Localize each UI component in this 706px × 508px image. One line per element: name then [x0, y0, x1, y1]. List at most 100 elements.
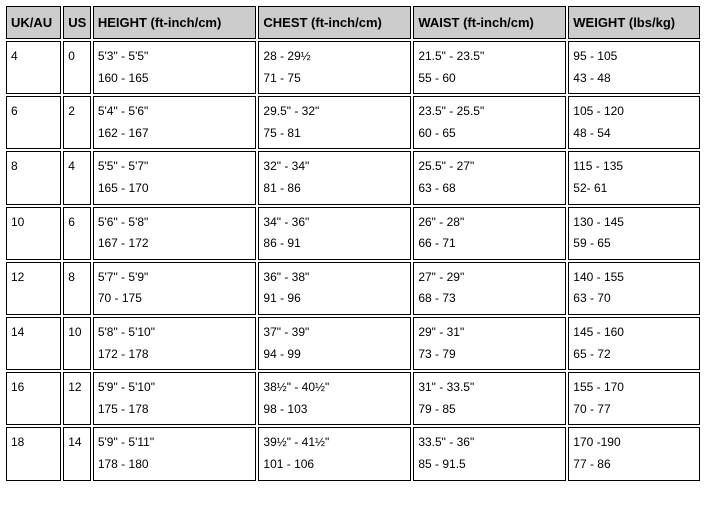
cell-chest: 34" - 36"86 - 91 — [258, 207, 411, 260]
cell-weight-line: 52- 61 — [573, 178, 695, 200]
cell-weight: 115 - 13552- 61 — [568, 151, 700, 204]
cell-weight: 145 - 16065 - 72 — [568, 317, 700, 370]
cell-waist-line: 25.5" - 27" — [418, 156, 561, 178]
cell-ukau: 16 — [6, 372, 61, 425]
cell-weight-line: 48 - 54 — [573, 123, 695, 145]
cell-height-line: 70 - 175 — [98, 288, 252, 310]
cell-chest: 39½" - 41½"101 - 106 — [258, 427, 411, 480]
cell-height-line: 165 - 170 — [98, 178, 252, 200]
cell-chest-line: 34" - 36" — [263, 212, 406, 234]
size-chart-table: UK/AU US HEIGHT (ft-inch/cm) CHEST (ft-i… — [4, 4, 702, 483]
cell-chest-line: 37" - 39" — [263, 322, 406, 344]
cell-ukau-line: 6 — [11, 101, 56, 123]
cell-ukau-line: 10 — [11, 212, 56, 234]
cell-weight-line: 140 - 155 — [573, 267, 695, 289]
cell-chest-line: 39½" - 41½" — [263, 432, 406, 454]
cell-waist-line: 68 - 73 — [418, 288, 561, 310]
cell-height-line: 167 - 172 — [98, 233, 252, 255]
cell-height-line: 162 - 167 — [98, 123, 252, 145]
cell-waist-line: 29" - 31" — [418, 322, 561, 344]
cell-weight-line: 63 - 70 — [573, 288, 695, 310]
cell-height: 5'9" - 5'11"178 - 180 — [93, 427, 257, 480]
cell-weight-line: 115 - 135 — [573, 156, 695, 178]
cell-ukau: 8 — [6, 151, 61, 204]
cell-ukau: 18 — [6, 427, 61, 480]
cell-us-line: 6 — [68, 212, 86, 234]
cell-chest-line: 29.5" - 32" — [263, 101, 406, 123]
cell-chest-line: 98 - 103 — [263, 399, 406, 421]
cell-height-line: 175 - 178 — [98, 399, 252, 421]
cell-waist: 29" - 31"73 - 79 — [413, 317, 566, 370]
table-row: 14 10 5'8" - 5'10"172 - 178 37" - 39"94 - 9… — [6, 317, 700, 370]
cell-weight-line: 155 - 170 — [573, 377, 695, 399]
cell-ukau: 12 — [6, 262, 61, 315]
cell-waist-line: 31" - 33.5" — [418, 377, 561, 399]
cell-ukau-line: 14 — [11, 322, 56, 344]
cell-height-line: 5'3" - 5'5" — [98, 46, 252, 68]
header-weight: WEIGHT (lbs/kg) — [568, 6, 700, 39]
header-height: HEIGHT (ft-inch/cm) — [93, 6, 257, 39]
table-row: 1065'6" - 5'8"167 - 17234" - 36"86 - 912… — [6, 207, 700, 260]
cell-waist-line: 85 - 91.5 — [418, 454, 561, 476]
header-waist: WAIST (ft-inch/cm) — [413, 6, 566, 39]
cell-us-line: 8 — [68, 267, 86, 289]
cell-waist: 27" - 29"68 - 73 — [413, 262, 566, 315]
cell-waist-line: 23.5" - 25.5" — [418, 101, 561, 123]
cell-us-line: 12 — [68, 377, 86, 399]
cell-us-line: 2 — [68, 101, 86, 123]
cell-chest-line: 75 - 81 — [263, 123, 406, 145]
cell-chest: 36" - 38"91 - 96 — [258, 262, 411, 315]
cell-waist-line: 21.5" - 23.5" — [418, 46, 561, 68]
cell-us: 14 — [63, 427, 91, 480]
cell-waist: 26" - 28"66 - 71 — [413, 207, 566, 260]
cell-ukau-line: 12 — [11, 267, 56, 289]
cell-waist-line: 79 - 85 — [418, 399, 561, 421]
cell-chest-line: 94 - 99 — [263, 344, 406, 366]
cell-weight-line: 95 - 105 — [573, 46, 695, 68]
cell-height-line: 178 - 180 — [98, 454, 252, 476]
cell-weight-line: 65 - 72 — [573, 344, 695, 366]
table-row: 845'5" - 5'7"165 - 17032" - 34"81 - 8625… — [6, 151, 700, 204]
cell-us-line: 4 — [68, 156, 86, 178]
cell-weight: 105 - 12048 - 54 — [568, 96, 700, 149]
cell-ukau: 4 — [6, 41, 61, 94]
cell-weight-line: 70 - 77 — [573, 399, 695, 421]
cell-weight: 140 - 15563 - 70 — [568, 262, 700, 315]
cell-waist: 31" - 33.5"79 - 85 — [413, 372, 566, 425]
cell-weight: 130 - 14559 - 65 — [568, 207, 700, 260]
cell-height-line: 5'4" - 5'6" — [98, 101, 252, 123]
table-row: 16 12 5'9" - 5'10"175 - 17838½" - 40½"98 -… — [6, 372, 700, 425]
cell-height: 5'7" - 5'9"70 - 175 — [93, 262, 257, 315]
cell-chest: 28 - 29½71 - 75 — [258, 41, 411, 94]
cell-waist-line: 60 - 65 — [418, 123, 561, 145]
cell-ukau-line: 18 — [11, 432, 56, 454]
cell-us-line: 10 — [68, 322, 86, 344]
cell-weight-line: 59 - 65 — [573, 233, 695, 255]
header-chest: CHEST (ft-inch/cm) — [258, 6, 411, 39]
cell-height: 5'3" - 5'5"160 - 165 — [93, 41, 257, 94]
cell-waist-line: 26" - 28" — [418, 212, 561, 234]
cell-us: 0 — [63, 41, 91, 94]
cell-chest: 32" - 34"81 - 86 — [258, 151, 411, 204]
cell-us: 12 — [63, 372, 91, 425]
table-row: 62 5'4" - 5'6"162 - 167 29.5" - 32"75 - 81… — [6, 96, 700, 149]
cell-us: 10 — [63, 317, 91, 370]
cell-height: 5'6" - 5'8"167 - 172 — [93, 207, 257, 260]
cell-height-line: 5'7" - 5'9" — [98, 267, 252, 289]
cell-height-line: 160 - 165 — [98, 68, 252, 90]
cell-chest-line: 71 - 75 — [263, 68, 406, 90]
cell-chest-line: 81 - 86 — [263, 178, 406, 200]
header-us: US — [63, 6, 91, 39]
cell-chest: 38½" - 40½"98 - 103 — [258, 372, 411, 425]
cell-height: 5'5" - 5'7"165 - 170 — [93, 151, 257, 204]
cell-weight-line: 170 -190 — [573, 432, 695, 454]
cell-height: 5'9" - 5'10"175 - 178 — [93, 372, 257, 425]
cell-height-line: 172 - 178 — [98, 344, 252, 366]
table-row: 405'3" - 5'5"160 - 16528 - 29½71 - 7521.… — [6, 41, 700, 94]
cell-weight-line: 43 - 48 — [573, 68, 695, 90]
cell-chest-line: 86 - 91 — [263, 233, 406, 255]
cell-height-line: 5'8" - 5'10" — [98, 322, 252, 344]
cell-weight-line: 130 - 145 — [573, 212, 695, 234]
cell-ukau: 6 — [6, 96, 61, 149]
cell-chest-line: 32" - 34" — [263, 156, 406, 178]
